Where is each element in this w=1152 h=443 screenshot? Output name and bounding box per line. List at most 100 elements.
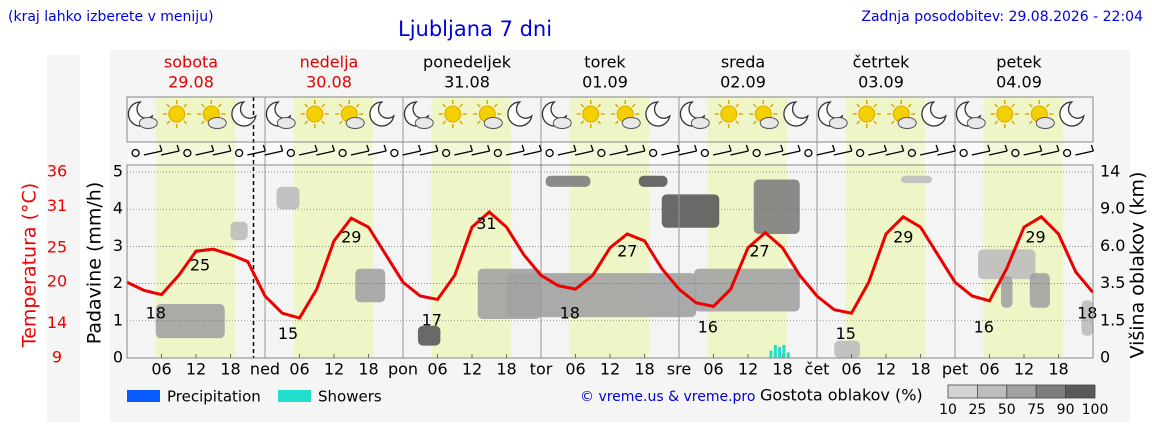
x-tick-label: 06	[565, 360, 585, 379]
wind-barb	[988, 150, 1008, 156]
wind-calm	[855, 148, 865, 158]
chart-title: Ljubljana 7 dni	[398, 17, 552, 41]
sun-ray	[907, 103, 912, 108]
daylight	[569, 165, 650, 358]
day-name: ponedeljek	[423, 53, 512, 72]
sun-ray	[217, 103, 222, 108]
x-tick-label: 06	[151, 360, 171, 379]
y-tick-label: 0	[113, 348, 123, 367]
wind-calm	[390, 148, 399, 158]
wind-feather	[1090, 144, 1094, 152]
density-swatch	[1006, 384, 1037, 399]
wind-calm	[183, 148, 192, 158]
cloud-patch	[276, 186, 300, 210]
sun-ray	[994, 103, 999, 108]
cloud-patch	[230, 221, 248, 241]
wind-barb	[471, 150, 490, 156]
x-tick-label: 12	[600, 360, 620, 379]
day-date: 02.09	[720, 73, 766, 92]
density-tick-label: 10	[939, 402, 957, 418]
moon-icon	[369, 101, 395, 127]
wind-calm	[597, 148, 606, 158]
sun-ray	[580, 120, 585, 125]
wind-feather	[642, 144, 646, 152]
legend-swatch	[127, 390, 160, 402]
precip-bar	[769, 350, 773, 358]
precip-bar	[786, 352, 790, 358]
day-date: 03.09	[858, 73, 904, 92]
sun-ray	[304, 120, 309, 125]
updated: Zadnja posodobitev: 29.08.2026 - 22:04	[861, 9, 1143, 25]
wind-feather	[521, 144, 525, 152]
x-tick-label: 12	[462, 360, 482, 379]
y-tick-label: 2	[113, 273, 123, 292]
sun-ray	[442, 120, 447, 125]
wind-feather	[573, 144, 577, 152]
wind-barb	[661, 150, 680, 156]
daylight-wind	[431, 142, 512, 165]
temp-extreme-label: 16	[698, 317, 718, 336]
moon-icon	[1059, 101, 1085, 127]
sun-ray	[200, 103, 205, 108]
wind-feather	[262, 144, 266, 152]
wind-barb	[833, 150, 853, 156]
cloud-patch	[1081, 300, 1093, 336]
daylight	[293, 165, 374, 358]
sun-ray	[718, 120, 723, 125]
sun-ray	[459, 103, 464, 108]
density-swatch	[947, 384, 978, 399]
x-tick-label: 18	[634, 360, 654, 379]
y-tick-label: 4	[113, 199, 123, 218]
daylight	[845, 165, 926, 358]
cloud-patch	[978, 249, 1036, 280]
wind-barb	[143, 150, 163, 156]
wind-barb	[1023, 150, 1042, 156]
wind-barb	[160, 150, 180, 156]
x-tick-label: 18	[220, 360, 240, 379]
sun-ray	[752, 120, 757, 125]
sun-ray	[597, 120, 602, 125]
day-name: četrtek	[853, 53, 911, 72]
sun-ray	[321, 120, 326, 125]
sun-ray	[890, 120, 895, 125]
y2-tick-label: 14	[1100, 162, 1120, 181]
sun-icon	[444, 105, 462, 123]
wind-feather	[883, 144, 887, 152]
temp-extreme-label: 29	[893, 228, 913, 247]
wind-barb	[1075, 150, 1094, 156]
sun-ray	[442, 103, 447, 108]
day-date: 04.09	[996, 73, 1042, 92]
wind-calm	[648, 148, 658, 158]
wind-calm	[959, 148, 968, 158]
daylight-wind	[983, 142, 1064, 165]
wind-calm	[1062, 148, 1072, 158]
wind-barb	[919, 150, 939, 156]
day-name: torek	[584, 53, 626, 72]
temp-extreme-label: 27	[749, 242, 769, 261]
x-tick-label: 06	[427, 360, 447, 379]
day-name: nedelja	[300, 53, 359, 72]
cloud-patch	[506, 273, 697, 318]
wind-feather	[1056, 144, 1060, 152]
wind-barb	[574, 150, 594, 156]
sun-icon	[996, 105, 1014, 123]
x-tick-label: čet	[805, 360, 830, 379]
cloud-patch	[834, 340, 861, 358]
sun-ray	[769, 103, 774, 108]
x-tick-label: 18	[496, 360, 516, 379]
sun-ray	[1011, 103, 1016, 108]
cloud-icon	[759, 117, 779, 129]
x-tick-label: pet	[942, 360, 968, 379]
wind-barb	[264, 150, 283, 156]
sun-ray	[183, 120, 188, 125]
x-tick-label: ned	[250, 360, 280, 379]
density-tick-label: 100	[1082, 402, 1109, 418]
y2-axis-title: Višina oblakov (km)	[1127, 172, 1149, 359]
cloud-icon	[897, 117, 917, 129]
wind-feather	[280, 144, 284, 152]
x-tick-label: 18	[358, 360, 378, 379]
temp-extreme-label: 29	[341, 228, 361, 247]
cloud-icon	[483, 117, 503, 129]
wind-feather	[331, 144, 335, 152]
x-tick-label: 06	[703, 360, 723, 379]
